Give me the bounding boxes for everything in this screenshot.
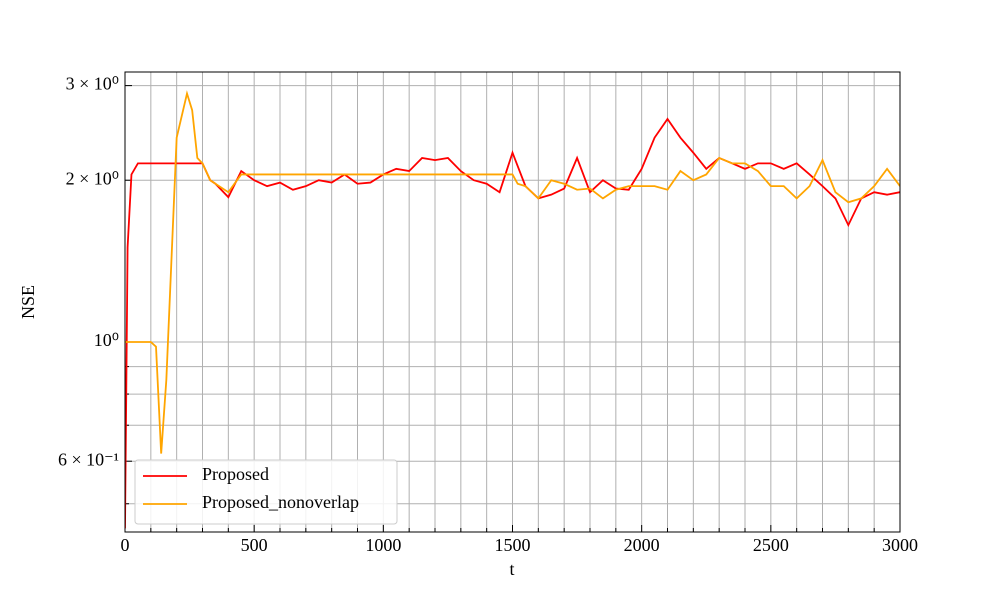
x-tick-label: 500 <box>241 535 268 555</box>
x-tick-label: 3000 <box>882 535 918 555</box>
axes-frame <box>124 71 901 533</box>
legend-label: Proposed <box>202 464 269 484</box>
x-tick-label: 1000 <box>365 535 401 555</box>
x-tick-label: 2000 <box>624 535 660 555</box>
series-line <box>125 90 900 454</box>
x-tick-label: 0 <box>121 535 130 555</box>
x-tick-label: 1500 <box>495 535 531 555</box>
y-tick-label: 3 × 10⁰ <box>66 74 119 94</box>
legend-label: Proposed_nonoverlap <box>202 492 359 512</box>
y-axis-label: NSE <box>18 285 38 319</box>
series-line <box>125 117 900 529</box>
y-tick-label: 2 × 10⁰ <box>66 168 119 188</box>
x-tick-label: 2500 <box>753 535 789 555</box>
x-axis-label: t <box>509 559 514 579</box>
y-tick-label: 10⁰ <box>94 330 119 350</box>
legend-box <box>134 459 398 525</box>
y-tick-label: 6 × 10⁻¹ <box>58 449 119 469</box>
